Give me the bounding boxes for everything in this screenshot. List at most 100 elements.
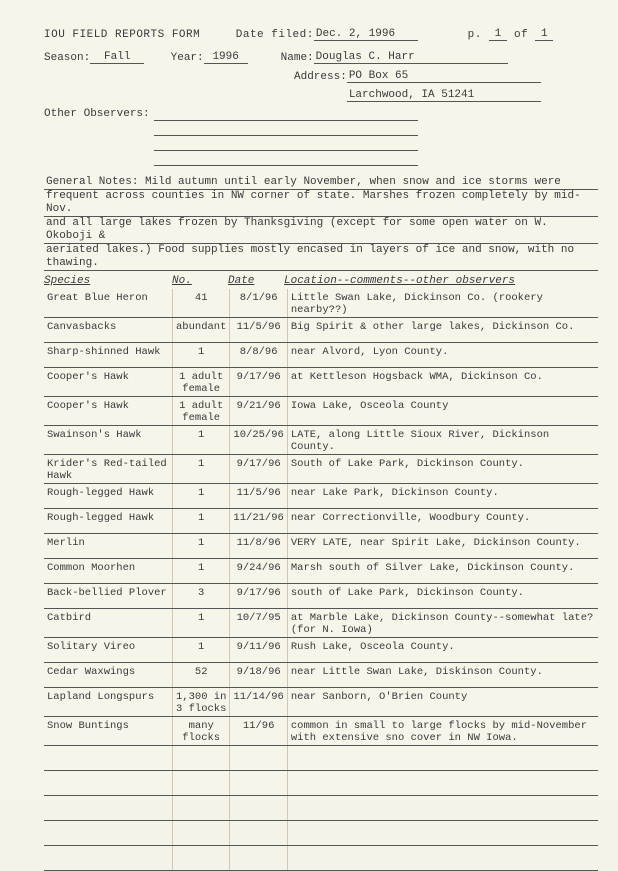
cell-no: 1 (173, 455, 230, 484)
cell-date: 9/24/96 (230, 559, 287, 584)
cell-location: Marsh south of Silver Lake, Dickinson Co… (287, 559, 598, 584)
cell-species: Common Moorhen (44, 559, 173, 584)
cell-date: 11/5/96 (230, 318, 287, 343)
cell-date: 9/21/96 (230, 397, 287, 426)
page-total: 1 (535, 28, 553, 41)
notes-text-2: frequent across counties in NW corner of… (44, 190, 598, 217)
cell-species: Great Blue Heron (44, 289, 173, 318)
cell-date: 8/1/96 (230, 289, 287, 318)
obs-line (154, 153, 418, 166)
cell-no: 1 (173, 559, 230, 584)
table-row: Back-bellied Plover39/17/96south of Lake… (44, 584, 598, 609)
cell-date: 9/18/96 (230, 663, 287, 688)
cell-no: 1,300 in 3 flocks (173, 688, 230, 717)
year-label: Year: (171, 52, 204, 64)
name-label: Name: (281, 52, 314, 64)
season-value: Fall (90, 51, 144, 64)
table-row: Krider's Red-tailed Hawk19/17/96South of… (44, 455, 598, 484)
cell-species: Rough-legged Hawk (44, 484, 173, 509)
cell-species: Catbird (44, 609, 173, 638)
table-row: Common Moorhen19/24/96Marsh south of Sil… (44, 559, 598, 584)
notes-text-3: and all large lakes frozen by Thanksgivi… (44, 217, 598, 244)
cell-no: 1 adult female (173, 397, 230, 426)
cell-location: near Lake Park, Dickinson County. (287, 484, 598, 509)
table-row: Great Blue Heron418/1/96Little Swan Lake… (44, 289, 598, 318)
table-row: Rough-legged Hawk111/21/96near Correctio… (44, 509, 598, 534)
spacer (248, 52, 281, 64)
cell-species: Sharp-shinned Hawk (44, 343, 173, 368)
cell-date: 9/17/96 (230, 368, 287, 397)
date-filed: Dec. 2, 1996 (314, 28, 418, 41)
table-row: Cedar Waxwings529/18/96near Little Swan … (44, 663, 598, 688)
cell-species: Merlin (44, 534, 173, 559)
cell-date: 10/7/95 (230, 609, 287, 638)
cell-date: 8/8/96 (230, 343, 287, 368)
spacer (418, 29, 468, 41)
cell-location: Iowa Lake, Osceola County (287, 397, 598, 426)
notes-text-4: aeriated lakes.) Food supplies mostly en… (44, 244, 598, 271)
cell-location: Big Spirit & other large lakes, Dickinso… (287, 318, 598, 343)
form-title: IOU FIELD REPORTS FORM (44, 29, 200, 41)
page-mid: of (507, 29, 535, 41)
table-row: Merlin111/8/96VERY LATE, near Spirit Lak… (44, 534, 598, 559)
other-observers-label: Other Observers: (44, 108, 150, 120)
sightings-table: Great Blue Heron418/1/96Little Swan Lake… (44, 289, 598, 871)
cell-location: South of Lake Park, Dickinson County. (287, 455, 598, 484)
col-date: Date (228, 275, 284, 287)
cell-location: VERY LATE, near Spirit Lake, Dickinson C… (287, 534, 598, 559)
col-loc: Location--comments--other observers (284, 275, 598, 287)
cell-no: 52 (173, 663, 230, 688)
table-row-empty (44, 846, 598, 871)
cell-species: Cedar Waxwings (44, 663, 173, 688)
page-current: 1 (489, 28, 507, 41)
cell-species: Rough-legged Hawk (44, 509, 173, 534)
cell-no: 1 (173, 426, 230, 455)
spacer (144, 52, 170, 64)
other-observers-lines (154, 108, 418, 168)
cell-location: LATE, along Little Sioux River, Dickinso… (287, 426, 598, 455)
cell-date: 11/5/96 (230, 484, 287, 509)
header: IOU FIELD REPORTS FORM Date filed: Dec. … (44, 28, 598, 168)
table-row: Rough-legged Hawk111/5/96near Lake Park,… (44, 484, 598, 509)
cell-species: Cooper's Hawk (44, 368, 173, 397)
cell-no: 1 (173, 343, 230, 368)
notes-label: General Notes: (46, 176, 138, 188)
cell-species: Back-bellied Plover (44, 584, 173, 609)
season-label: Season: (44, 52, 90, 64)
cell-date: 9/17/96 (230, 455, 287, 484)
cell-no: 41 (173, 289, 230, 318)
cell-species: Lapland Longspurs (44, 688, 173, 717)
obs-line (154, 138, 418, 151)
table-row: Cooper's Hawk1 adult female9/21/96Iowa L… (44, 397, 598, 426)
cell-location: at Kettleson Hogsback WMA, Dickinson Co. (287, 368, 598, 397)
address-label: Address: (294, 71, 347, 83)
cell-date: 10/25/96 (230, 426, 287, 455)
cell-no: 3 (173, 584, 230, 609)
cell-date: 11/8/96 (230, 534, 287, 559)
table-row-empty (44, 746, 598, 771)
cell-date: 9/17/96 (230, 584, 287, 609)
cell-no: abundant (173, 318, 230, 343)
cell-species: Canvasbacks (44, 318, 173, 343)
table-row: Solitary Vireo19/11/96Rush Lake, Osceola… (44, 638, 598, 663)
cell-location: near Sanborn, O'Brien County (287, 688, 598, 717)
cell-date: 11/96 (230, 717, 287, 746)
obs-line (154, 123, 418, 136)
cell-no: 1 (173, 534, 230, 559)
cell-species: Snow Buntings (44, 717, 173, 746)
address-2: Larchwood, IA 51241 (347, 89, 541, 102)
obs-line (154, 108, 418, 121)
table-row-empty (44, 771, 598, 796)
cell-species: Swainson's Hawk (44, 426, 173, 455)
table-row: Cooper's Hawk1 adult female9/17/96at Ket… (44, 368, 598, 397)
cell-location: Rush Lake, Osceola County. (287, 638, 598, 663)
cell-no: many flocks (173, 717, 230, 746)
table-row: Swainson's Hawk110/25/96LATE, along Litt… (44, 426, 598, 455)
general-notes: General Notes: Mild autumn until early N… (44, 176, 598, 271)
table-row: Lapland Longspurs1,300 in 3 flocks11/14/… (44, 688, 598, 717)
cell-date: 11/21/96 (230, 509, 287, 534)
table-row-empty (44, 796, 598, 821)
cell-no: 1 (173, 484, 230, 509)
table-row: Snow Buntingsmany flocks11/96common in s… (44, 717, 598, 746)
cell-location: at Marble Lake, Dickinson County--somewh… (287, 609, 598, 638)
